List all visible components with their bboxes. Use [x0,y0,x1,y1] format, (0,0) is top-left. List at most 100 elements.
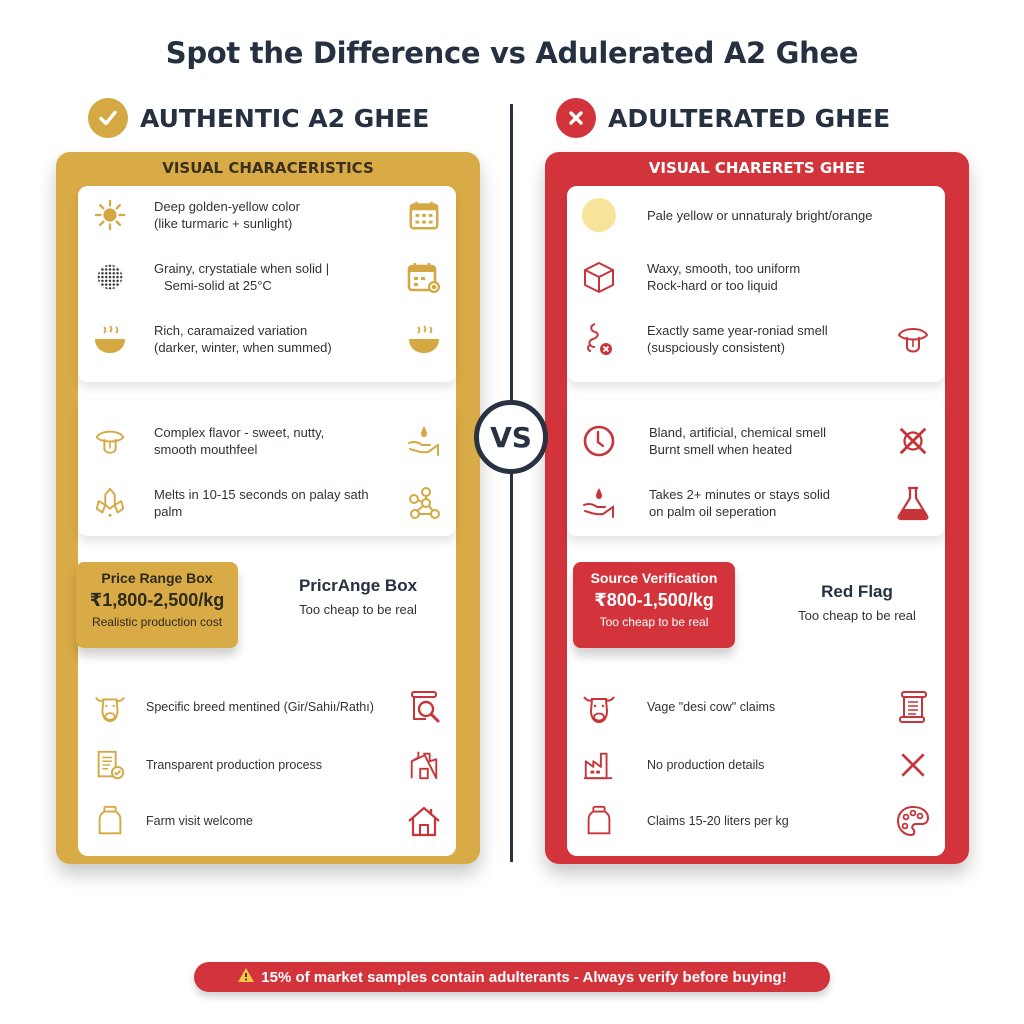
adulterated-taste-card: Bland, artificial, chemical smell Burnt s… [567,400,945,536]
item-text: Vage "desi cow" claims [647,699,776,714]
adulterated-panel-title: VISUAL CHARERETS GHEE [648,159,866,177]
price-side-title: PricrAnge Box [298,576,418,595]
red-flag-info: Red Flag Too cheap to be real [757,582,957,623]
price-range-box: Price Range Box ₹1,800-2,500/kg Realisti… [76,562,238,648]
item-text: smooth mouthfeel [154,442,258,457]
item-text: Melts in 10-15 seconds on palay sath [154,487,369,502]
crossed-circle-icon [895,423,931,459]
factory-icon [406,747,442,783]
price-box-title: Price Range Box [101,570,213,586]
certificate-check-icon [92,747,128,783]
steaming-bowl-icon [406,321,442,357]
x-icon [556,98,596,138]
clock-icon [581,423,617,459]
list-item: Waxy, smooth, too uniform Rock-hard or to… [567,252,945,302]
price-side-note: Too cheap to be real [798,608,916,623]
item-text: Specific breed mentined (Gir/Sahiı/Rathı… [146,699,374,714]
molecule-icon [406,485,442,521]
item-text: on palm oil seperation [649,504,777,519]
authentic-heading: AUTHENTIC A2 GHEE [88,98,429,138]
adulterated-heading: ADULTERATED GHEE [556,98,890,138]
price-note: Too cheap to be real [599,615,709,629]
steaming-bowl-icon [92,321,128,357]
item-text: Rich, caramaized variation [154,323,308,338]
authentic-panel-title: VISUAL CHARACERISTICS [162,159,374,177]
hand-drop-icon [406,423,442,459]
authentic-taste-card: Complex flavor - sweet, nutty, smooth mou… [78,400,456,536]
item-text: Grainy, crystatiale when solid | [154,261,330,276]
list-item: Transparent production process [78,740,456,790]
center-divider [510,104,513,862]
item-text: palm [154,504,183,519]
adulterated-panel-body: Pale yellow or unnaturaly bright/orange … [567,186,945,856]
item-text: Burnt smell when heated [649,442,793,457]
milk-jar-icon [92,803,128,839]
list-item: Farm visit welcome [78,796,456,846]
source-verification-box: Source Verification ₹800-1,500/kg Too ch… [573,562,735,648]
authentic-panel: VISUAL CHARACERISTICS Deep golden-yellow… [56,152,480,864]
item-text: Pale yellow or unnaturaly bright/orange [647,207,873,223]
list-item: Takes 2+ minutes or stays solid on palm o… [567,478,945,528]
list-item: Specific breed mentined (Gir/Sahiı/Rathı… [78,682,456,732]
item-text: Takes 2+ minutes or stays solid [649,487,830,502]
adulterated-panel: VISUAL CHARERETS GHEE Pale yellow or unn… [545,152,969,864]
price-side-note: Too cheap to be real [299,602,417,617]
cube-icon [581,259,617,295]
item-text: Claims 15-20 liters per kg [647,813,789,828]
price-side-info: PricrAnge Box Too cheap to be real [258,576,458,617]
price-note: Realistic production cost [91,615,223,629]
item-text: Transparent production process [146,757,323,772]
check-icon [88,98,128,138]
authentic-heading-label: AUTHENTIC A2 GHEE [140,103,430,133]
house-icon [406,803,442,839]
authentic-visual-card: Deep golden-yellow color (like turmaric +… [78,186,456,382]
item-text: (darker, winter, when summed) [154,340,332,355]
list-item: Exactly same year-roniad smell (suspcious… [567,314,945,364]
cow-icon [92,689,128,725]
list-item: Bland, artificial, chemical smell Burnt s… [567,416,945,466]
adulterated-visual-card: Pale yellow or unnaturaly bright/orange … [567,186,945,382]
list-item: Melts in 10-15 seconds on palay sath palm [78,478,456,528]
item-text: Complex flavor - sweet, nutty, [154,425,325,440]
item-text: (suspciously consistent) [647,340,785,355]
warning-text: 15% of market samples contain adulterant… [261,968,787,986]
price-value: ₹1,800-2,500/kg [89,590,225,610]
pale-circle-icon [581,197,617,233]
hand-drop-icon [581,485,617,521]
item-text: Deep golden-yellow color [154,199,300,214]
tongue-icon [92,423,128,459]
warning-banner: 15% of market samples contain adulterant… [194,962,830,992]
factory-icon [581,747,617,783]
milk-jar-icon [581,803,617,839]
x-icon [895,747,931,783]
authentic-panel-body: Deep golden-yellow color (like turmaric +… [76,186,458,856]
grain-icon [92,259,128,295]
smell-x-icon [581,321,617,357]
scroll-icon [895,689,931,725]
item-text: Rock-hard or too liquid [647,278,778,293]
list-item: Vage "desi cow" claims [567,682,945,732]
warning-icon [237,967,255,987]
list-item: Deep golden-yellow color (like turmaric +… [78,190,456,240]
calendar-clock-icon [406,259,442,295]
vs-badge: VS [474,400,548,474]
list-item: Pale yellow or unnaturaly bright/orange [567,190,945,240]
price-box-title: Source Verification [590,570,718,586]
cow-icon [581,689,617,725]
list-item: No production details [567,740,945,790]
item-text: Waxy, smooth, too uniform [647,261,801,276]
calendar-icon [406,197,442,233]
tongue-icon [895,321,931,357]
item-text: Bland, artificial, chemical smell [649,425,827,440]
scroll-search-icon [406,689,442,725]
price-side-title: Red Flag [821,582,893,601]
palette-icon [895,803,931,839]
item-text: Semi-solid at 25°C [164,278,272,293]
item-text: (like turmaric + sunlight) [154,216,293,231]
item-text: Farm visit welcome [146,813,253,828]
page-title: Spot the Difference vs Adulerated A2 Ghe… [165,36,859,70]
item-text: Exactly same year-roniad smell [647,323,828,338]
crystal-icon [92,485,128,521]
item-text: No production details [647,757,765,772]
flask-icon [895,485,931,521]
